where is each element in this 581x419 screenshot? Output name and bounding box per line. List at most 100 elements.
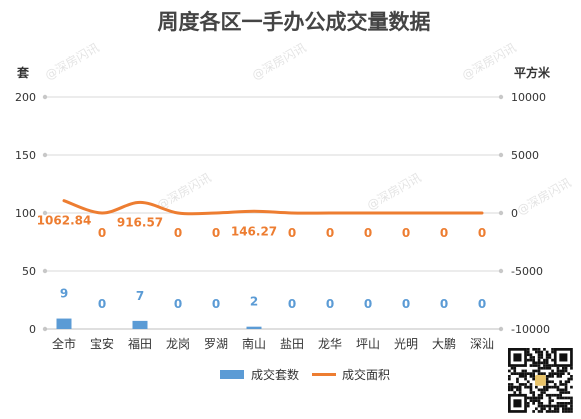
category-label: 南山 bbox=[242, 336, 266, 351]
bar-value-label: 0 bbox=[212, 297, 220, 311]
qr-module bbox=[537, 402, 541, 405]
grid-lines bbox=[42, 94, 504, 332]
line-value-label: 1062.84 bbox=[37, 214, 92, 228]
qr-module bbox=[516, 372, 519, 375]
qr-module bbox=[553, 410, 557, 413]
qr-module bbox=[545, 366, 549, 370]
qr-module bbox=[570, 377, 573, 381]
qr-module bbox=[548, 410, 552, 413]
qr-module bbox=[535, 350, 538, 354]
qr-module bbox=[562, 369, 565, 373]
left-tick-label: 200 bbox=[15, 91, 36, 104]
category-label: 光明 bbox=[394, 337, 418, 351]
category-label: 深汕 bbox=[470, 337, 494, 351]
watermark-text: @深房闪讯 bbox=[42, 40, 101, 83]
qr-module bbox=[532, 402, 535, 405]
line-value-label: 0 bbox=[326, 226, 334, 240]
grid-marker bbox=[498, 268, 504, 274]
qr-module bbox=[521, 369, 525, 373]
qr-module bbox=[537, 356, 541, 359]
bar-value-label: 0 bbox=[288, 297, 296, 311]
qr-module bbox=[518, 391, 522, 394]
grid-marker bbox=[498, 152, 504, 158]
line-value-label: 0 bbox=[364, 226, 372, 240]
line-value-label: 0 bbox=[440, 226, 448, 240]
qr-module bbox=[543, 358, 546, 362]
qr-module bbox=[545, 393, 549, 397]
qr-module bbox=[524, 385, 527, 389]
qr-module bbox=[556, 410, 560, 413]
qr-module bbox=[508, 369, 511, 373]
bar-value-label: 0 bbox=[98, 297, 106, 311]
qr-module bbox=[526, 358, 530, 362]
qr-module bbox=[540, 372, 544, 375]
qr-module bbox=[551, 364, 554, 367]
qr-module bbox=[529, 356, 533, 359]
right-tick-label: -5000 bbox=[511, 265, 543, 278]
qr-module bbox=[545, 377, 549, 381]
qr-module bbox=[537, 366, 541, 370]
qr-module bbox=[529, 383, 533, 386]
qr-module bbox=[518, 375, 522, 378]
qr-module bbox=[562, 402, 565, 405]
qr-module bbox=[540, 407, 544, 411]
legend-label-line: 成交面积 bbox=[342, 367, 390, 382]
bar bbox=[132, 320, 148, 329]
bar-value-label: 0 bbox=[402, 297, 410, 311]
qr-module bbox=[564, 366, 568, 370]
qr-module bbox=[510, 372, 514, 375]
qr-module bbox=[537, 410, 541, 413]
qr-module bbox=[545, 410, 549, 413]
qr-module bbox=[564, 391, 568, 394]
qr-module bbox=[543, 388, 546, 392]
qr-module bbox=[521, 375, 525, 378]
qr-module bbox=[532, 375, 535, 378]
qr-module bbox=[559, 380, 562, 384]
qr-module bbox=[508, 388, 511, 392]
qr-module bbox=[570, 396, 573, 400]
qr-module bbox=[545, 375, 549, 378]
qr-module bbox=[570, 402, 573, 405]
qr-module bbox=[516, 377, 519, 381]
qr-module bbox=[551, 410, 554, 413]
qr-module bbox=[529, 388, 533, 392]
qr-module bbox=[545, 380, 549, 384]
qr-module bbox=[545, 358, 549, 362]
category-axis: 全市 宝安 福田 龙岗 罗湖 南山 盐田 龙华 坪山 光明 大鹏 深汕 bbox=[52, 336, 494, 351]
qr-module bbox=[559, 383, 562, 386]
qr-module bbox=[545, 388, 549, 392]
qr-logo bbox=[535, 375, 546, 386]
watermark-text: @深房闪讯 bbox=[514, 175, 573, 218]
qr-module bbox=[567, 377, 571, 381]
qr-module bbox=[562, 404, 565, 408]
bar-series bbox=[56, 318, 262, 329]
qr-module bbox=[543, 364, 546, 367]
qr-module bbox=[529, 396, 533, 400]
qr-module bbox=[540, 393, 544, 397]
qr-module bbox=[545, 364, 549, 367]
category-label: 福田 bbox=[128, 336, 152, 351]
bar-value-label: 0 bbox=[326, 297, 334, 311]
qr-module bbox=[559, 388, 562, 392]
qr-module bbox=[559, 369, 562, 373]
qr-module bbox=[508, 375, 511, 378]
qr-module bbox=[543, 404, 546, 408]
bar-value-label: 0 bbox=[478, 297, 486, 311]
right-tick-label: -10000 bbox=[511, 323, 550, 336]
watermark-text: @深房闪讯 bbox=[154, 170, 213, 213]
qr-module bbox=[532, 361, 535, 365]
qr-module bbox=[570, 366, 573, 370]
qr-module bbox=[562, 410, 565, 413]
qr-module bbox=[529, 358, 533, 362]
qr-module bbox=[570, 399, 573, 402]
qr-module bbox=[559, 402, 562, 405]
qr-module bbox=[508, 377, 511, 381]
grid-marker bbox=[42, 152, 48, 158]
qr-module bbox=[564, 388, 568, 392]
qr-module bbox=[532, 391, 535, 394]
qr-module bbox=[513, 391, 517, 394]
qr-module bbox=[532, 364, 535, 367]
watermark-text: @深房闪讯 bbox=[459, 40, 518, 83]
qr-module bbox=[526, 385, 530, 389]
qr-finder bbox=[513, 353, 522, 362]
